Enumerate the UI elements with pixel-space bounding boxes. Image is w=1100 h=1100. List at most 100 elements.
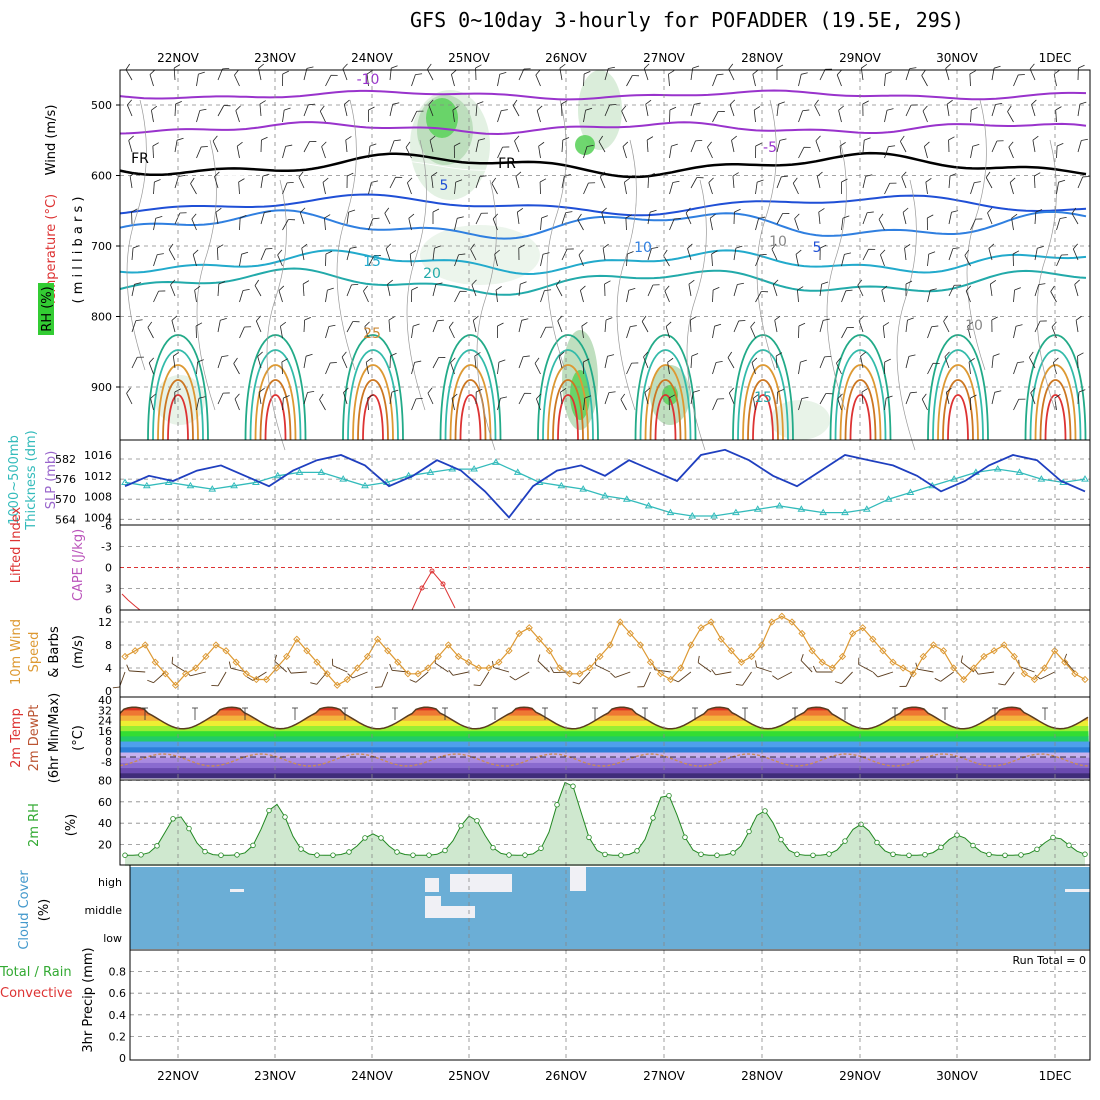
wind-barb-flag [394,139,401,142]
wind-barb [212,135,219,153]
wind-barb [647,172,655,189]
wind-barb [669,180,680,195]
wind-barb-staff [862,249,869,261]
wind-barb-staff [882,326,885,339]
wind10-barb [509,671,530,681]
wind-barb-staff [281,361,283,375]
wind10-marker [1020,670,1029,678]
rh2m-marker [762,808,768,814]
thickness-marker [797,505,806,512]
wind-barb [191,213,197,231]
wind-barb-flag [125,63,131,70]
wind-barb-staff [755,291,762,303]
wind-barb-flag [235,105,241,111]
wind-barb [945,387,952,405]
wind-barb-staff [303,319,306,333]
temp-band [120,726,1090,732]
wind10-barb-flag [537,654,541,662]
wind-barb-flag [500,396,508,399]
wind-barb-flag [693,390,700,393]
wind-barb-staff [475,104,478,117]
wind-axis-label: Wind (m/s) [44,105,59,176]
wind-barb-flag [1031,99,1037,105]
wind-barb-staff [838,110,842,123]
wind10-barb-flag [171,656,174,664]
wind-barb-staff [303,141,310,153]
wind-barb [147,321,154,339]
run-total-label: Run Total = 0 [1013,954,1087,967]
wind-barb [260,210,271,225]
wind-barb [149,69,156,87]
wind-barb-flag [911,104,918,106]
date-label-top: 1DEC [1039,51,1072,65]
wind-barb [991,390,1002,405]
wind-barb-flag [198,396,206,399]
wind-barb [578,249,584,267]
wind-barb-staff [755,254,761,267]
wind-barb-flag [971,107,978,111]
wind-barb-flag [988,243,995,249]
wind-barb-staff [298,176,305,189]
wind-barb [451,69,457,87]
wind-barb-staff [729,104,735,117]
wind-barb [669,218,681,231]
wind-barb-flag [608,391,616,394]
precip-tick-label: 0 [119,1052,126,1065]
wind-barb-staff [946,104,950,117]
wind-barb [970,144,980,159]
wind-barb-staff [798,362,801,375]
wind-barb [168,243,176,261]
wind-barb-flag [344,99,350,105]
wind-barb-flag [1018,74,1025,76]
wind-barb-staff [303,356,307,369]
wind-barb [707,141,713,159]
temp-contour [119,267,1087,296]
wind10-marker [727,647,735,655]
wind-barb-flag [302,280,310,285]
wind-barb-staff [641,321,649,333]
wind-barb-flag [155,216,163,219]
wind-barb-staff [168,249,176,261]
wind-barb-staff [624,182,627,195]
wind-barb-staff [1013,326,1017,339]
wind-barb [217,67,230,81]
wind-barb-staff [728,69,735,81]
wind-barb [1077,138,1088,153]
wind-barb-flag [134,282,142,285]
wind-barb [970,394,977,410]
wind10-barb-flag [228,661,232,669]
wind-barb [792,177,799,195]
wind-barb [196,146,208,159]
wind-barb [518,355,530,369]
wind-barb [602,243,609,261]
wind-barb-flag [304,316,311,321]
wind-barb-flag [452,105,459,111]
wind-barb-flag [823,318,830,321]
wind-barb-staff [1056,254,1062,267]
wind-barb-staff [577,219,584,231]
wind-barb-flag [152,142,159,147]
wind-barb-flag [301,243,308,249]
wind-barb-staff [712,289,714,303]
wind-barb-staff [604,104,611,117]
wind-barb-staff [1051,326,1057,339]
wind-barb [690,65,700,81]
wind10-marker [859,624,867,632]
wind-barb-staff [1033,175,1036,189]
wind-barb-flag [450,357,456,363]
wind10-barb-staff [578,671,591,685]
wind-barb-staff [991,104,996,117]
wind-barb-staff [191,218,197,231]
rh2m-marker [474,818,480,824]
wind-barb-staff [409,254,412,267]
wind-barb [1009,177,1016,195]
wind-barb-staff [690,392,694,405]
contour-label: 20 [423,266,441,282]
thickness-tick-label: 576 [55,473,76,486]
wind-barb-staff [131,357,138,369]
temp-band [120,700,1090,706]
wind-barb-staff [688,284,692,297]
wind-barb-staff [841,327,848,339]
wind10-barb-staff [678,671,692,683]
wind-barb-flag [259,100,266,105]
